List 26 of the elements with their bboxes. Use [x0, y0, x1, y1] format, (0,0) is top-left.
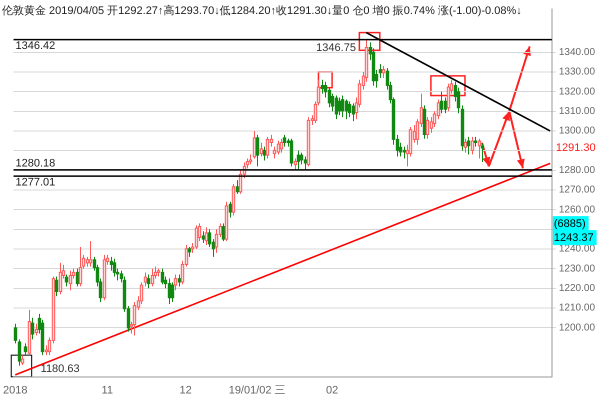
- y-tick-label: 1270.00: [558, 184, 596, 196]
- text: 1243.37: [554, 232, 594, 244]
- chart-title: 伦敦黄金 2019/04/05 开1292.27↑高1293.70↓低1284.20↑收1291.30↓量0 仓0 增0 振0.74% 涨(-1.00)-0.08%↓: [2, 3, 522, 18]
- y-tick-label: 1300.00: [558, 126, 596, 137]
- y-tick-label: 1210.00: [558, 302, 596, 314]
- y-tick-label: 1280.00: [558, 165, 596, 176]
- x-tick-label: 12: [179, 384, 192, 396]
- y-tick-label: 1340.00: [558, 47, 596, 58]
- ref-line-label: 1346.42: [16, 40, 56, 52]
- annotation: 1346.75: [316, 42, 356, 54]
- y-tick-label: 1200.00: [558, 322, 596, 334]
- y-tick-label: 1230.00: [558, 263, 596, 274]
- y-tick-label: 1260.00: [558, 204, 596, 216]
- x-tick-label: 11: [102, 384, 113, 396]
- annotation: 1180.63: [40, 362, 80, 375]
- ref-line-label: 1280.18: [16, 157, 56, 170]
- text: (6885): [554, 218, 586, 230]
- ref-line-label: 1277.01: [16, 176, 56, 189]
- x-tick-label: 2018: [2, 384, 28, 396]
- x-tick-label: 19/01/02 三: [228, 384, 286, 396]
- y-tick-label: 1320.00: [558, 86, 596, 98]
- y-tick-label: 1310.00: [558, 106, 596, 118]
- x-tick-label: 02: [326, 384, 338, 396]
- text: 1291.30: [556, 142, 596, 154]
- y-tick-label: 1220.00: [558, 283, 596, 294]
- y-tick-label: 1330.00: [558, 66, 596, 78]
